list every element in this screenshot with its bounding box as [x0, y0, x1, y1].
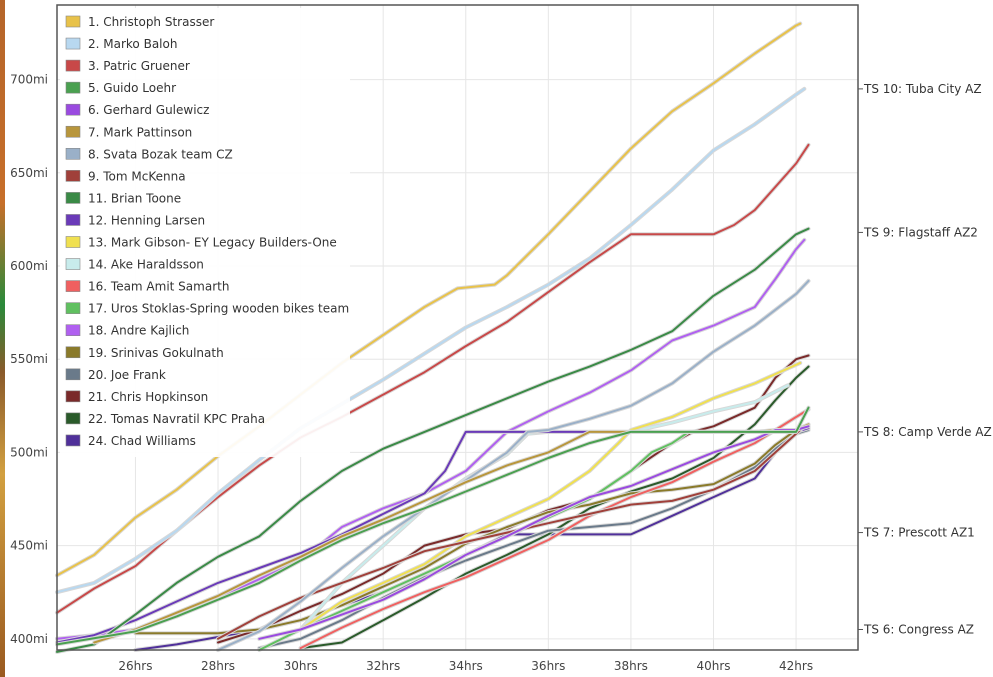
- x-tick-label: 36hrs: [531, 659, 565, 673]
- y-tick-label: 550mi: [10, 352, 48, 366]
- legend-item-label[interactable]: 19. Srinivas Gokulnath: [88, 346, 224, 360]
- x-tick-label: 40hrs: [696, 659, 730, 673]
- legend-item-label[interactable]: 3. Patric Gruener: [88, 59, 190, 73]
- x-tick-label: 28hrs: [201, 659, 235, 673]
- legend-swatch: [65, 148, 81, 160]
- legend-item-label[interactable]: 8. Svata Bozak team CZ: [88, 147, 233, 161]
- legend-swatch: [65, 37, 81, 50]
- legend-item-label[interactable]: 14. Ake Haraldsson: [88, 258, 204, 272]
- legend-swatch: [65, 368, 81, 381]
- series-line: [56, 227, 810, 653]
- time-station-label: TS 9: Flagstaff AZ2: [863, 225, 978, 239]
- legend-item-label[interactable]: 22. Tomas Navratil KPC Praha: [88, 412, 265, 426]
- y-tick-label: 500mi: [10, 445, 48, 459]
- series-line: [56, 406, 810, 646]
- x-tick-label: 30hrs: [284, 659, 318, 673]
- legend-swatch: [65, 59, 81, 72]
- legend-swatch: [65, 280, 81, 292]
- time-station-layer: TS 10: Tuba City AZ TS 9: Flagstaff AZ2 TS…: [858, 82, 992, 636]
- time-station-label: TS 6: Congress AZ: [863, 622, 974, 636]
- left-edge-decoration: [0, 0, 5, 677]
- legend-item-label[interactable]: 11. Brian Toone: [88, 191, 181, 205]
- legend-item-label[interactable]: 2. Marko Baloh: [88, 37, 177, 51]
- x-tick-label: 42hrs: [779, 659, 813, 673]
- legend-background: [60, 8, 350, 457]
- series-line: [258, 425, 810, 640]
- legend-item-label[interactable]: 5. Guido Loehr: [88, 81, 176, 95]
- y-tick-label: 700mi: [10, 73, 48, 87]
- legend-swatch: [65, 125, 81, 138]
- legend-swatch: [65, 346, 81, 359]
- time-station-label: TS 10: Tuba City AZ: [863, 82, 982, 96]
- time-station-label: TS 8: Camp Verde AZ: [863, 425, 992, 439]
- series-layer: [55, 21, 811, 654]
- x-tick-label: 38hrs: [614, 659, 648, 673]
- axis-layer: 26hrs 28hrs 30hrs 32hrs 34hrs 36hrs 38hrs 40hrs…: [10, 73, 813, 673]
- legend-item-label[interactable]: 12. Henning Larsen: [88, 213, 205, 227]
- legend-swatch: [65, 258, 81, 270]
- legend-swatch: [65, 192, 81, 204]
- legend-swatch: [65, 214, 81, 226]
- x-tick-label: 32hrs: [366, 659, 400, 673]
- legend-item-label[interactable]: 6. Gerhard Gulewicz: [88, 103, 209, 117]
- legend-swatch: [65, 236, 81, 248]
- series-line: [56, 22, 802, 577]
- legend-swatch: [65, 170, 81, 182]
- legend-item-label[interactable]: 20. Joe Frank: [88, 368, 166, 382]
- series-line: [217, 279, 810, 651]
- legend-swatch: [65, 324, 81, 337]
- legend-swatch: [65, 412, 81, 425]
- legend-swatch: [65, 302, 81, 314]
- series-line: [299, 361, 802, 631]
- legend-item-label[interactable]: 7. Mark Pattinson: [88, 125, 192, 139]
- time-station-label: TS 7: Prescott AZ1: [863, 526, 975, 540]
- legend-item-label[interactable]: 21. Chris Hopkinson: [88, 390, 208, 404]
- legend-swatch: [65, 434, 81, 447]
- legend-item-label[interactable]: 9. Tom McKenna: [88, 169, 186, 183]
- y-tick-label: 400mi: [10, 632, 48, 646]
- series-line: [217, 425, 806, 640]
- x-tick-label: 34hrs: [449, 659, 483, 673]
- legend-item-label[interactable]: 18. Andre Kajlich: [88, 324, 189, 338]
- legend: 1. Christoph Strasser 2. Marko Baloh 3. Pa…: [60, 8, 350, 457]
- legend-item-label[interactable]: 13. Mark Gibson- EY Legacy Builders-One: [88, 236, 337, 250]
- plot-border: [56, 4, 859, 651]
- legend-item-label[interactable]: 24. Chad Williams: [88, 434, 196, 448]
- series-line: [56, 87, 806, 594]
- x-tick-label: 26hrs: [118, 659, 152, 673]
- legend-item-label[interactable]: 16. Team Amit Samarth: [88, 280, 229, 294]
- legend-swatch: [65, 81, 81, 94]
- y-tick-label: 450mi: [10, 539, 48, 553]
- y-tick-label: 600mi: [10, 259, 48, 273]
- legend-item-label[interactable]: 1. Christoph Strasser: [88, 15, 214, 29]
- y-tick-label: 650mi: [10, 166, 48, 180]
- legend-item-label[interactable]: 17. Uros Stoklas-Spring wooden bikes tea…: [88, 302, 349, 316]
- legend-swatch: [65, 103, 81, 116]
- legend-swatch: [65, 390, 81, 403]
- legend-swatch: [65, 15, 81, 28]
- series-line: [299, 365, 810, 650]
